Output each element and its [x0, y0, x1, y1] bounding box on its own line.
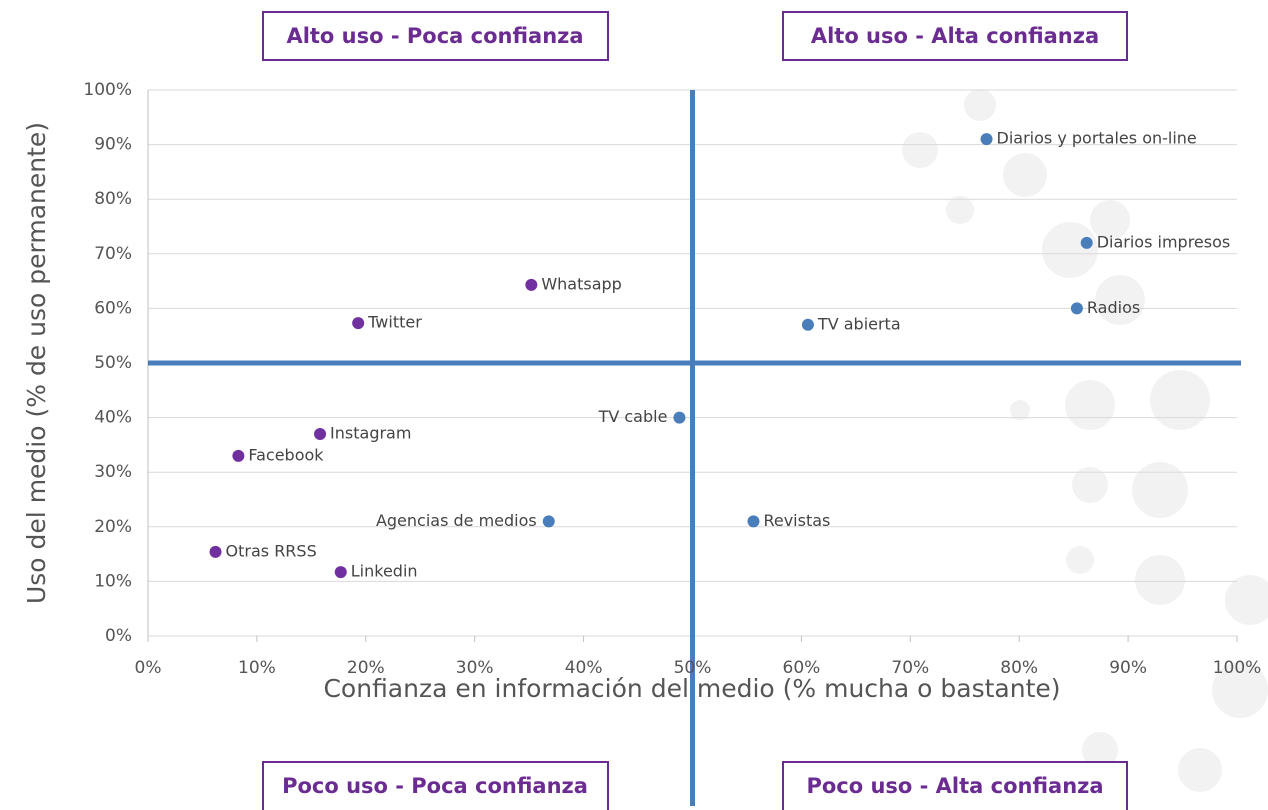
- y-tick-label: 100%: [83, 80, 132, 100]
- point-label: Facebook: [248, 445, 324, 464]
- y-tick-label: 20%: [94, 517, 132, 537]
- x-tick-label: 10%: [238, 658, 276, 678]
- x-tick-label: 90%: [1109, 658, 1147, 678]
- point-label: Otras RRSS: [226, 541, 317, 560]
- point: [314, 427, 327, 440]
- point-label: Instagram: [330, 423, 411, 442]
- x-tick-label: 70%: [891, 658, 929, 678]
- y-axis-title: Uso del medio (% de uso permanente): [22, 122, 51, 604]
- y-tick-label: 40%: [94, 408, 132, 428]
- point-label: Radios: [1087, 298, 1140, 317]
- point-label: Diarios impresos: [1097, 232, 1231, 251]
- point-label: Twitter: [367, 313, 422, 332]
- y-tick-label: 80%: [94, 189, 132, 209]
- x-tick-label: 20%: [347, 658, 385, 678]
- quadrant-label: Alto uso - Poca confianza: [286, 24, 583, 48]
- y-tick-label: 90%: [94, 135, 132, 155]
- y-tick-label: 10%: [94, 571, 132, 591]
- point-label: TV cable: [598, 407, 668, 426]
- x-tick-label: 100%: [1213, 658, 1262, 678]
- point: [232, 449, 245, 462]
- point: [334, 566, 347, 579]
- y-tick-label: 60%: [94, 298, 132, 318]
- point: [801, 318, 814, 331]
- point: [209, 545, 222, 558]
- point: [673, 411, 686, 424]
- background-bubbles: [902, 89, 1268, 792]
- x-axis-title: Confianza en información del medio (% mu…: [323, 674, 1060, 703]
- point-label: Linkedin: [351, 562, 418, 581]
- quadrant-box: [782, 761, 1128, 810]
- quadrant-box: [262, 11, 609, 61]
- y-tick-label: 0%: [105, 626, 132, 646]
- point: [542, 515, 555, 528]
- point: [1080, 236, 1093, 249]
- x-tick-label: 60%: [783, 658, 821, 678]
- point-label: Agencias de medios: [376, 511, 537, 530]
- y-tick-label: 50%: [94, 353, 132, 373]
- quadrant-labels: Alto uso - Poca confianza Alto uso - Alt…: [262, 11, 1128, 810]
- x-tick-label: 0%: [135, 658, 162, 678]
- x-tick-label: 40%: [565, 658, 603, 678]
- point-label: Revistas: [763, 511, 830, 530]
- point: [1070, 302, 1083, 315]
- point: [980, 133, 993, 146]
- quadrant-label: Poco uso - Poca confianza: [282, 774, 588, 798]
- x-tick-label: 50%: [674, 658, 712, 678]
- point: [352, 317, 365, 330]
- point-label: Diarios y portales on-line: [997, 129, 1197, 148]
- quadrant-label: Alto uso - Alta confianza: [811, 24, 1099, 48]
- quadrant-box: [782, 11, 1128, 61]
- point: [747, 515, 760, 528]
- quadrant-box: [262, 761, 609, 810]
- point-label: TV abierta: [817, 314, 901, 333]
- quadrant-label: Poco uso - Alta confianza: [806, 774, 1103, 798]
- point-label: Whatsapp: [541, 274, 622, 293]
- y-tick-label: 30%: [94, 462, 132, 482]
- x-tick-label: 30%: [456, 658, 494, 678]
- x-tick-label: 80%: [1000, 658, 1038, 678]
- y-tick-label: 70%: [94, 244, 132, 264]
- point: [525, 278, 538, 291]
